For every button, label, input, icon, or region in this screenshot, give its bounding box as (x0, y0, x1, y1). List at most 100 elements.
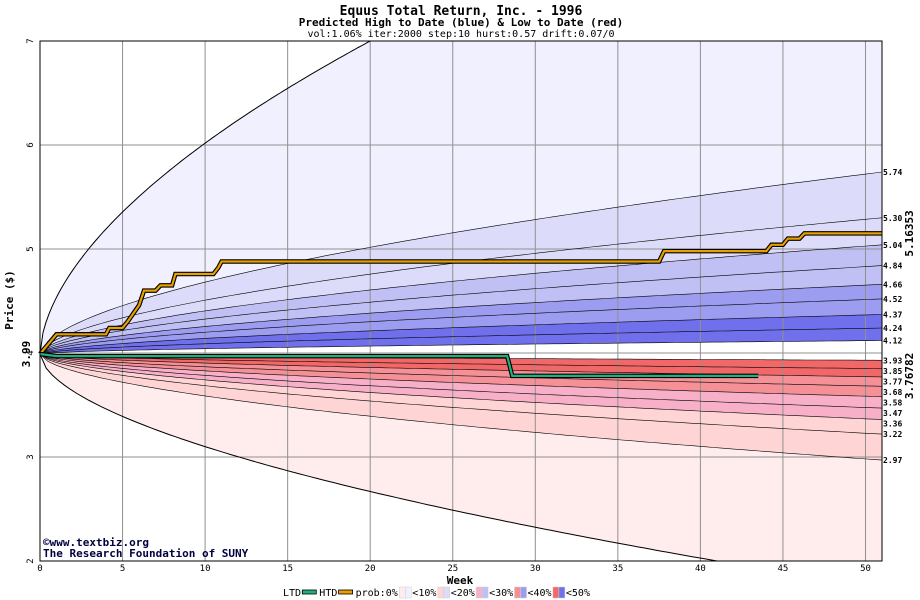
legend-prob-label: <20% (451, 588, 475, 599)
legend-htd-label: HTD (319, 588, 337, 599)
start-price-label: 3.99 (20, 341, 33, 368)
low-band (40, 354, 882, 397)
end-value-label: 4.84 (883, 262, 902, 271)
end-value-label: 3.58 (883, 398, 902, 407)
chart-title: Equus Total Return, Inc. - 1996 (340, 4, 583, 19)
low-band (40, 354, 882, 387)
htd-end-value: 5.16353 (903, 210, 916, 256)
end-value-label: 2.97 (883, 456, 902, 465)
high-band (40, 314, 882, 354)
legend-swatch-high (405, 586, 412, 599)
y-tick-label: 6 (26, 142, 36, 147)
htd-line (39, 232, 882, 355)
legend-swatch-low (552, 586, 560, 599)
x-tick-label: 45 (778, 564, 789, 574)
credit-website: ©www.textbiz.org (43, 536, 149, 549)
contour-line (39, 298, 883, 355)
end-value-label: 5.74 (883, 168, 902, 177)
legend-ltd-label: LTD (283, 588, 301, 599)
contour-line (39, 40, 371, 355)
end-value-label: 3.47 (883, 409, 902, 418)
contour-line (39, 353, 883, 435)
end-value-label: 3.22 (883, 430, 902, 439)
end-value-label: 3.85 (883, 367, 902, 376)
probability-contours (39, 40, 883, 562)
high-band (40, 172, 882, 354)
end-value-label: 4.52 (883, 295, 902, 304)
ltd-end-value: 3.76782 (903, 353, 916, 399)
y-axis-ticks: 2 3 4 5 6 7 (26, 38, 36, 563)
contour-line (39, 353, 883, 420)
x-tick-label: 50 (860, 564, 871, 574)
legend-prob-0-label: prob:0% (356, 588, 398, 599)
end-labels: 5.74 5.30 5.04 4.84 4.66 4.52 4.37 4.24 4.12 3.93… (883, 168, 916, 465)
y-tick-label: 2 (26, 558, 36, 563)
contour-line (39, 340, 883, 355)
contour-line (39, 353, 883, 461)
end-value-label: 3.77 (883, 377, 902, 386)
y-tick-label: 7 (26, 38, 36, 43)
legend-prob-label: <10% (412, 588, 436, 599)
legend-htd-swatch (338, 589, 354, 595)
x-axis-ticks: 0 5 10 15 20 25 30 35 40 45 50 (37, 564, 871, 574)
high-band (40, 265, 882, 354)
ltd-line (39, 352, 759, 377)
legend-swatch-high (520, 586, 527, 599)
end-value-label: 3.36 (883, 419, 902, 428)
x-axis-label: Week (447, 574, 474, 587)
contour-line (39, 353, 883, 409)
low-band (40, 354, 882, 420)
x-tick-label: 0 (37, 564, 42, 574)
contour-line (39, 244, 883, 355)
plot-frame (39, 40, 883, 562)
legend-swatch-low (437, 586, 444, 599)
end-value-label: 4.12 (883, 337, 902, 346)
contour-line (39, 314, 883, 355)
x-tick-label: 30 (530, 564, 541, 574)
contour-line (39, 353, 883, 397)
contour-line (39, 353, 883, 369)
x-tick-label: 5 (120, 564, 125, 574)
legend-prob-label: <30% (489, 588, 513, 599)
legend-prob-label: <40% (528, 588, 552, 599)
legend-swatch-low (475, 586, 483, 599)
y-tick-label: 4 (26, 350, 36, 355)
x-tick-label: 25 (447, 564, 458, 574)
contour-line (39, 265, 883, 355)
legend-ltd-swatch (301, 589, 317, 595)
low-band (40, 354, 882, 435)
chart-parameters: vol:1.06% iter:2000 step:10 hurst:0.57 d… (307, 29, 614, 40)
high-band (40, 244, 882, 354)
legend-swatch-low (514, 586, 521, 599)
contour-line (39, 171, 883, 355)
y-axis-label: Price ($) (3, 270, 16, 330)
end-value-label: 4.37 (883, 311, 902, 320)
legend: LTD HTD prob:0% <10% <20% <30% <40% <50% (283, 586, 590, 599)
high-band (40, 328, 882, 354)
x-tick-label: 40 (695, 564, 706, 574)
low-band (40, 354, 882, 409)
end-value-label: 4.24 (883, 324, 902, 333)
x-tick-label: 15 (282, 564, 293, 574)
high-band (40, 41, 882, 354)
end-value-label: 5.30 (883, 214, 902, 223)
low-band (40, 354, 882, 377)
end-value-label: 5.04 (883, 241, 902, 250)
chart-subtitle: Predicted High to Date (blue) & Low to D… (299, 16, 624, 29)
legend-swatch-high (481, 586, 489, 599)
legend-swatch-low (399, 586, 406, 599)
x-tick-label: 10 (200, 564, 211, 574)
end-value-label: 4.66 (883, 280, 902, 289)
legend-prob-label: <50% (566, 588, 590, 599)
y-tick-label: 3 (26, 454, 36, 459)
end-value-label: 3.93 (883, 356, 902, 365)
contour-line (39, 353, 883, 387)
x-tick-label: 20 (365, 564, 376, 574)
x-tick-label: 35 (612, 564, 623, 574)
y-tick-label: 5 (26, 246, 36, 251)
legend-swatch-high (558, 586, 566, 599)
end-value-label: 3.68 (883, 388, 902, 397)
contour-line (39, 284, 883, 355)
contour-line (39, 353, 717, 562)
